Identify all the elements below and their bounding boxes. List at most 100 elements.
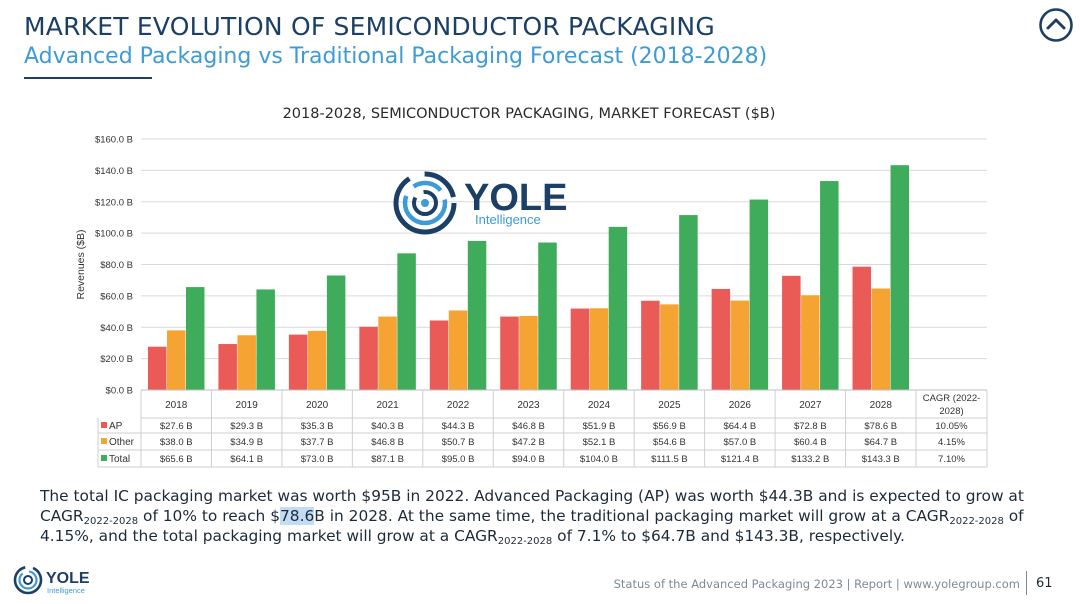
title-underline bbox=[24, 77, 152, 79]
summary-text-2: of 10% to reach $ bbox=[138, 507, 280, 525]
bar-ap bbox=[429, 320, 449, 390]
data-label: $95.0 B bbox=[442, 454, 475, 465]
data-label: $37.7 B bbox=[301, 437, 334, 448]
bar-ap bbox=[218, 344, 237, 390]
bar-other bbox=[589, 308, 609, 390]
summary-text-1: The total IC packaging market was worth … bbox=[40, 487, 1024, 525]
data-label: $104.0 B bbox=[580, 454, 618, 465]
data-label: $46.8 B bbox=[371, 437, 404, 448]
bar-other bbox=[660, 304, 679, 390]
footer-text: Status of the Advanced Packaging 2023 | … bbox=[613, 577, 1020, 591]
x-tick-label: 2021 bbox=[376, 400, 399, 411]
data-label: $65.6 B bbox=[160, 454, 193, 465]
y-tick-label: $80.0 B bbox=[100, 260, 133, 271]
x-tick-label: 2025 bbox=[658, 400, 681, 411]
data-label: $64.1 B bbox=[230, 454, 263, 465]
logo-ring-outer bbox=[393, 171, 457, 235]
cagr-subscript-3: 2022-2028 bbox=[497, 536, 553, 547]
legend-label-total: Total bbox=[109, 454, 130, 465]
data-label: $52.1 B bbox=[583, 437, 616, 448]
bar-other bbox=[378, 316, 397, 390]
y-tick-label: $160.0 B bbox=[95, 135, 133, 146]
data-label: $54.6 B bbox=[653, 437, 686, 448]
bar-ap bbox=[500, 316, 519, 390]
bar-total bbox=[608, 226, 628, 390]
data-label: $57.0 B bbox=[723, 437, 756, 448]
summary-text-4: of 4.15%, and the total packaging market… bbox=[40, 507, 1024, 545]
bar-other bbox=[166, 330, 186, 390]
data-label: $60.4 B bbox=[794, 437, 827, 448]
bar-total bbox=[820, 181, 839, 390]
data-label: $64.4 B bbox=[723, 421, 756, 432]
data-label: $133.2 B bbox=[791, 454, 829, 465]
x-tick-label: 2022 bbox=[447, 400, 470, 411]
bar-other bbox=[871, 288, 891, 390]
bar-ap bbox=[641, 300, 660, 390]
footer-divider bbox=[1026, 571, 1027, 595]
summary-text-3: B in 2028. At the same time, the traditi… bbox=[314, 507, 950, 525]
legend-swatch-other bbox=[101, 438, 107, 444]
cagr-header: 2028) bbox=[939, 406, 963, 417]
bar-total bbox=[397, 253, 416, 390]
y-axis-label: Revenues ($B) bbox=[75, 229, 87, 299]
logo-core bbox=[421, 199, 429, 207]
data-label: $64.7 B bbox=[864, 437, 897, 448]
x-tick-label: 2023 bbox=[517, 400, 540, 411]
data-label: $44.3 B bbox=[442, 421, 475, 432]
y-tick-label: $120.0 B bbox=[95, 197, 133, 208]
bar-total bbox=[538, 242, 557, 390]
chevron-up-icon[interactable] bbox=[1038, 7, 1074, 43]
y-tick-label: $20.0 B bbox=[100, 354, 133, 365]
y-tick-label: $140.0 B bbox=[95, 166, 133, 177]
x-tick-label: 2027 bbox=[799, 400, 822, 411]
x-tick-label: 2026 bbox=[729, 400, 752, 411]
x-tick-label: 2020 bbox=[306, 400, 329, 411]
data-label: $50.7 B bbox=[442, 437, 475, 448]
logo-ring-middle bbox=[402, 180, 448, 226]
logo-ring-inner bbox=[412, 190, 438, 216]
cagr-subscript-2: 2022-2028 bbox=[949, 516, 1004, 527]
legend-label-ap: AP bbox=[109, 421, 123, 432]
logo-sub-text: Intelligence bbox=[475, 212, 541, 227]
bar-ap bbox=[288, 334, 308, 390]
bar-ap bbox=[711, 288, 731, 390]
data-label: $46.8 B bbox=[512, 421, 545, 432]
y-tick-label: $100.0 B bbox=[95, 229, 133, 240]
bar-total bbox=[326, 275, 346, 390]
bar-other bbox=[801, 295, 820, 390]
data-label: $27.6 B bbox=[160, 421, 193, 432]
cagr-subscript-1: 2022-2028 bbox=[83, 516, 139, 527]
summary-text-5: of 7.1% to $64.7B and $143.3B, respectiv… bbox=[552, 527, 905, 545]
data-label: $35.3 B bbox=[301, 421, 334, 432]
summary-paragraph: The total IC packaging market was worth … bbox=[40, 486, 1050, 547]
cagr-value: 4.15% bbox=[938, 437, 965, 448]
bar-total bbox=[749, 199, 769, 390]
data-label: $72.8 B bbox=[794, 421, 827, 432]
cagr-value: 10.05% bbox=[935, 421, 968, 432]
y-tick-label: $40.0 B bbox=[100, 323, 133, 334]
legend-label-other: Other bbox=[109, 437, 135, 448]
data-label: $143.3 B bbox=[862, 454, 900, 465]
data-label: $56.9 B bbox=[653, 421, 686, 432]
cagr-header: CAGR (2022- bbox=[923, 393, 981, 404]
legend-swatch-ap bbox=[101, 422, 107, 428]
logo-main-text: YOLE bbox=[464, 177, 567, 219]
legend-swatch-total bbox=[101, 455, 107, 461]
bar-ap bbox=[852, 266, 872, 390]
footer-yole-logo[interactable]: YOLE Intelligence bbox=[12, 563, 112, 597]
data-label: $111.5 B bbox=[651, 454, 688, 465]
bar-ap bbox=[570, 308, 590, 390]
data-label: $40.3 B bbox=[371, 421, 404, 432]
page-subtitle: Advanced Packaging vs Traditional Packag… bbox=[24, 44, 768, 69]
bar-other bbox=[237, 335, 256, 390]
y-tick-label: $0.0 B bbox=[106, 386, 133, 397]
page-number: 61 bbox=[1036, 576, 1053, 591]
data-label: $87.1 B bbox=[371, 454, 404, 465]
bar-ap bbox=[147, 346, 167, 390]
bar-total bbox=[890, 165, 910, 390]
x-tick-label: 2019 bbox=[236, 400, 259, 411]
footer-logo-sub: Intelligence bbox=[47, 586, 85, 595]
x-tick-label: 2024 bbox=[588, 400, 611, 411]
